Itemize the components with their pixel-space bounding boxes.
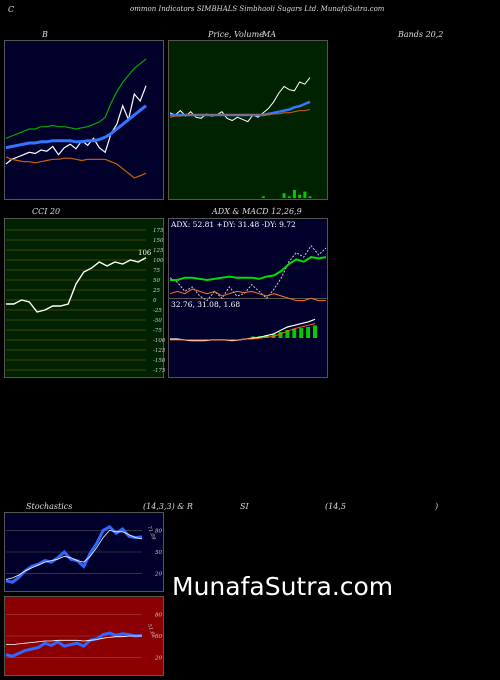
macd-histogram-bar xyxy=(264,335,269,338)
volume-bar xyxy=(308,196,312,198)
macd-histogram-bar xyxy=(292,329,297,338)
volume-bar xyxy=(287,196,291,198)
stoch-k-line xyxy=(5,524,143,584)
cci-tick-label: 0 xyxy=(153,298,157,304)
bands-label: Bands 20,2 xyxy=(398,30,444,39)
rsi-label: SI xyxy=(240,502,249,511)
cci-tick-label: 25 xyxy=(152,288,160,294)
volume-bar xyxy=(303,191,307,198)
volume-bar xyxy=(261,196,265,198)
stoch-params: (14,3,3) & R xyxy=(143,502,193,511)
cci-tick-label: 175 xyxy=(153,228,164,234)
ma-label: MA xyxy=(262,30,276,39)
stoch-d-line xyxy=(5,529,143,580)
cci-tick-label: -50 xyxy=(153,318,162,324)
cci-line xyxy=(6,256,147,313)
cci-tick-label: 125 xyxy=(153,248,164,254)
volume-bar xyxy=(292,190,296,198)
volume-bar xyxy=(282,193,286,198)
rsi-params: (14,5 xyxy=(325,502,346,511)
rsi-close-paren: ) xyxy=(435,502,439,511)
macd-values: 32.76, 31.08, 1.68 xyxy=(171,300,241,309)
macd-histogram-bar xyxy=(278,332,283,338)
adx-series-1 xyxy=(170,256,327,282)
cci-current-value: 106 xyxy=(138,249,152,257)
cci-tick-label: -150 xyxy=(153,358,166,364)
cci-tick-label: -175 xyxy=(153,368,166,374)
cci-tick-label: -25 xyxy=(153,308,162,314)
volume-bar xyxy=(298,194,302,198)
volume-label: Volume xyxy=(234,30,264,39)
price-label: Price, xyxy=(208,30,232,39)
adx-series-0 xyxy=(169,244,327,302)
macd-histogram-bar xyxy=(250,336,255,338)
macd-histogram-bar xyxy=(313,325,317,338)
adx-values: ADX: 52.81 +DY: 31.48 -DY: 9.72 xyxy=(171,220,296,229)
rsi-tick-label: 50 xyxy=(155,634,162,640)
cci-tick-label: 150 xyxy=(153,238,164,244)
price-panel xyxy=(168,40,328,200)
rsi-tick-label: 20 xyxy=(154,656,162,662)
cci-label: CCI 20 xyxy=(32,207,61,216)
cci-tick-label: 100 xyxy=(153,258,164,264)
cci-tick-label: -125 xyxy=(153,348,166,354)
page-title: ommon Indicators SIMBHALS Simbhaoli Suga… xyxy=(130,5,385,13)
bollinger-series-1 xyxy=(5,58,147,139)
macd-signal-line xyxy=(170,323,316,341)
adx-series-2 xyxy=(169,288,326,302)
bollinger-series-0 xyxy=(5,85,147,165)
cci-tick-label: 75 xyxy=(153,268,160,274)
cci-panel xyxy=(4,218,164,378)
cci-tick-label: -100 xyxy=(153,338,166,344)
stoch-tick-label: 50 xyxy=(155,550,162,556)
macd-histogram-bar xyxy=(285,330,290,338)
cci-tick-label: -75 xyxy=(153,328,162,334)
macd-histogram-bar xyxy=(299,328,304,338)
rsi-line xyxy=(5,631,143,658)
bands-label-b: B xyxy=(42,30,48,39)
bollinger-series-3 xyxy=(5,156,147,179)
watermark: MunafaSutra.com xyxy=(172,572,394,601)
cci-tick-label: 50 xyxy=(153,278,160,284)
bollinger-series-2 xyxy=(5,104,147,150)
stoch-tick-label: 20 xyxy=(154,572,162,578)
rsi-tick-label: 80 xyxy=(155,612,162,618)
rsi-signal-line xyxy=(6,635,142,645)
stoch-label: Stochastics xyxy=(26,502,73,511)
stoch-tick-label: 80 xyxy=(155,528,162,534)
price-series-2 xyxy=(169,109,311,118)
title-initial: C xyxy=(8,5,15,14)
macd-histogram-bar xyxy=(306,327,311,338)
adx-macd-label: ADX & MACD 12,26,9 xyxy=(212,207,302,216)
